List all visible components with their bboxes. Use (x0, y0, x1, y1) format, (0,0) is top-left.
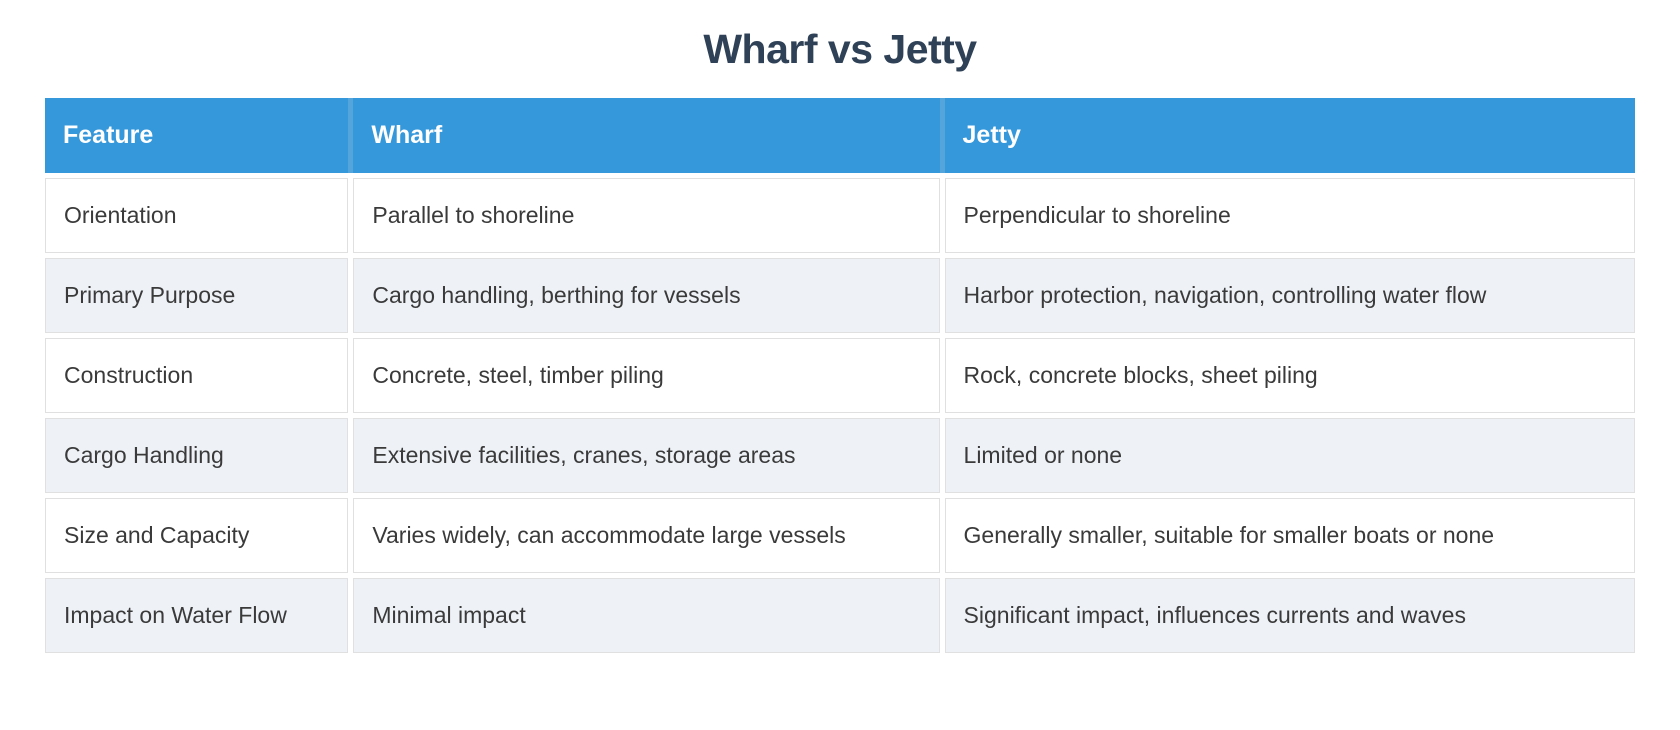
jetty-cell: Limited or none (944, 418, 1635, 493)
table-row: Size and Capacity Varies widely, can acc… (45, 498, 1635, 573)
table-body: Orientation Parallel to shoreline Perpen… (45, 178, 1635, 653)
table-row: Construction Concrete, steel, timber pil… (45, 338, 1635, 413)
wharf-cell: Concrete, steel, timber piling (353, 338, 940, 413)
wharf-cell: Extensive facilities, cranes, storage ar… (353, 418, 940, 493)
page-root: Wharf vs Jetty Feature Wharf Jetty Orien… (0, 26, 1680, 658)
wharf-cell: Minimal impact (353, 578, 940, 653)
jetty-cell: Harbor protection, navigation, controlli… (944, 258, 1635, 333)
wharf-cell: Parallel to shoreline (353, 178, 940, 253)
comparison-table: Feature Wharf Jetty Orientation Parallel… (40, 93, 1640, 658)
column-header-jetty: Jetty (944, 98, 1635, 173)
column-header-feature: Feature (45, 98, 349, 173)
feature-cell: Size and Capacity (45, 498, 349, 573)
feature-cell: Construction (45, 338, 349, 413)
column-header-wharf: Wharf (353, 98, 940, 173)
wharf-cell: Varies widely, can accommodate large ves… (353, 498, 940, 573)
jetty-cell: Rock, concrete blocks, sheet piling (944, 338, 1635, 413)
jetty-cell: Generally smaller, suitable for smaller … (944, 498, 1635, 573)
table-row: Cargo Handling Extensive facilities, cra… (45, 418, 1635, 493)
feature-cell: Primary Purpose (45, 258, 349, 333)
table-row: Orientation Parallel to shoreline Perpen… (45, 178, 1635, 253)
table-row: Primary Purpose Cargo handling, berthing… (45, 258, 1635, 333)
jetty-cell: Significant impact, influences currents … (944, 578, 1635, 653)
table-header-row: Feature Wharf Jetty (45, 98, 1635, 173)
feature-cell: Cargo Handling (45, 418, 349, 493)
feature-cell: Impact on Water Flow (45, 578, 349, 653)
wharf-cell: Cargo handling, berthing for vessels (353, 258, 940, 333)
feature-cell: Orientation (45, 178, 349, 253)
table-row: Impact on Water Flow Minimal impact Sign… (45, 578, 1635, 653)
page-title: Wharf vs Jetty (703, 26, 977, 72)
jetty-cell: Perpendicular to shoreline (944, 178, 1635, 253)
